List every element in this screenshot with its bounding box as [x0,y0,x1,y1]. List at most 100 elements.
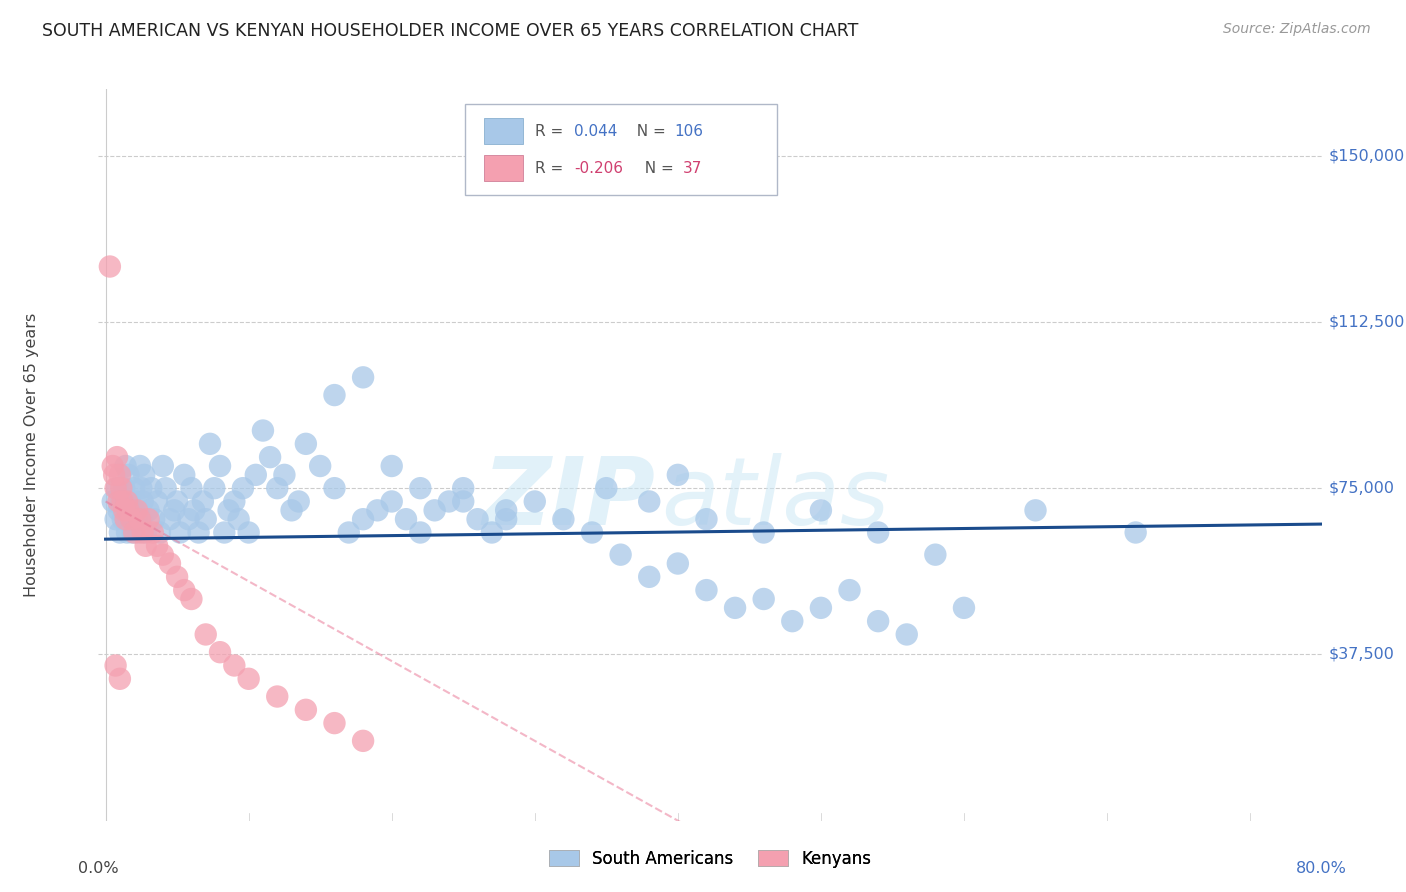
Point [924,548,946,562]
Point [810,503,832,517]
Point [115,494,138,508]
Point [309,458,332,473]
Point [208,458,231,473]
Point [280,503,302,517]
FancyBboxPatch shape [465,103,778,195]
Point [1024,503,1046,517]
Point [120,512,142,526]
Point [110,481,132,495]
Point [194,512,217,526]
Point [666,557,689,571]
Point [138,503,160,517]
Point [352,370,374,384]
Point [108,672,131,686]
Point [138,512,160,526]
Point [523,494,546,508]
Point [238,525,260,540]
Point [451,481,474,495]
Point [143,512,166,526]
Point [112,503,135,517]
Text: SOUTH AMERICAN VS KENYAN HOUSEHOLDER INCOME OVER 65 YEARS CORRELATION CHART: SOUTH AMERICAN VS KENYAN HOUSEHOLDER INC… [42,22,859,40]
Point [953,600,976,615]
Point [118,494,141,508]
Point [131,481,153,495]
Text: atlas: atlas [661,453,890,544]
Point [228,512,250,526]
Point [638,570,661,584]
Point [101,494,124,508]
Point [129,458,152,473]
Point [125,503,148,517]
Point [183,503,205,517]
Point [295,437,318,451]
Point [98,260,121,274]
Point [481,525,503,540]
Text: 106: 106 [675,123,703,138]
Point [173,467,195,482]
Point [273,467,295,482]
Point [323,388,346,402]
Point [252,424,274,438]
Point [127,525,149,540]
Point [467,512,489,526]
Point [208,645,231,659]
Point [180,592,202,607]
Point [104,658,127,673]
Point [323,481,346,495]
Point [202,481,225,495]
Point [105,481,128,495]
Point [108,525,131,540]
Text: ZIP: ZIP [482,453,655,545]
Point [191,494,214,508]
Point [101,458,124,473]
Point [152,548,174,562]
Point [896,627,918,641]
Point [352,734,374,748]
Text: 0.0%: 0.0% [79,861,118,876]
Point [638,494,661,508]
Point [232,481,254,495]
Point [553,512,575,526]
Point [366,503,388,517]
Text: N =: N = [627,123,671,138]
Point [122,525,145,540]
Point [245,467,267,482]
Point [159,512,181,526]
Point [868,614,890,628]
Point [187,525,209,540]
Point [218,503,240,517]
Point [409,525,432,540]
Legend: South Americans, Kenyans: South Americans, Kenyans [541,843,879,874]
Point [695,512,717,526]
Point [495,512,517,526]
Text: $37,500: $37,500 [1329,647,1395,662]
Point [152,458,174,473]
Point [146,494,169,508]
Point [423,503,446,517]
Point [194,627,217,641]
Point [266,481,288,495]
Text: $150,000: $150,000 [1329,148,1405,163]
Point [142,525,165,540]
Point [169,525,191,540]
Point [104,481,127,495]
Point [609,548,631,562]
Point [337,525,360,540]
Point [666,467,689,482]
Point [381,458,404,473]
Point [132,494,155,508]
Text: -0.206: -0.206 [574,161,623,176]
Point [159,557,181,571]
Point [323,716,346,731]
Point [114,458,136,473]
Point [112,481,135,495]
Point [115,525,138,540]
Text: N =: N = [636,161,679,176]
Text: Source: ZipAtlas.com: Source: ZipAtlas.com [1223,22,1371,37]
Point [129,512,152,526]
Point [134,467,156,482]
Point [110,494,132,508]
Point [381,494,404,508]
Point [198,437,221,451]
Point [238,672,260,686]
